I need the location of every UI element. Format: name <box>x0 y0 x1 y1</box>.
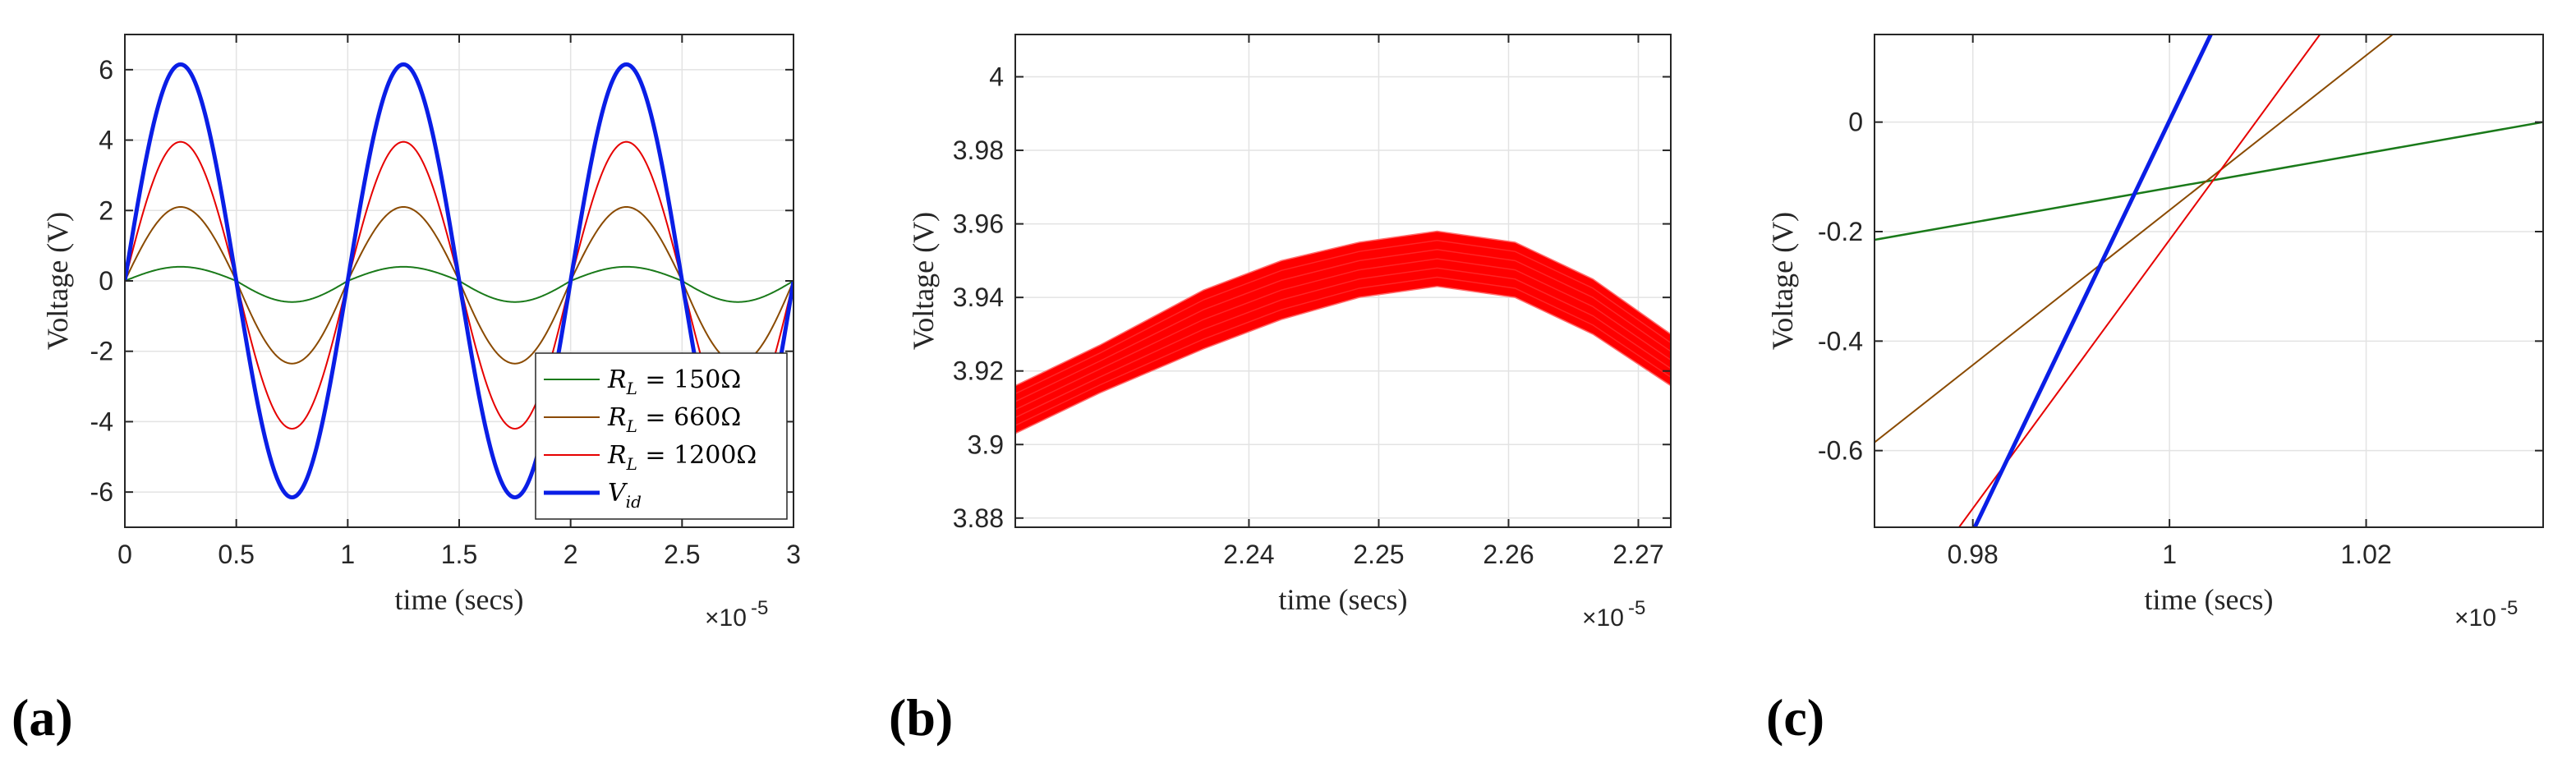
y-tick-label: -0.6 <box>1818 436 1863 466</box>
panel-letter-c: (c) <box>1766 688 1824 747</box>
axes-frame <box>1874 34 2544 528</box>
band-fill <box>1015 231 1671 434</box>
legend-label: RL = 150Ω <box>607 365 741 398</box>
x-exponent-power: -5 <box>1628 597 1645 619</box>
y-tick-label: -2 <box>90 337 113 366</box>
y-tick-label: 4 <box>99 126 113 155</box>
x-tick-label: 3 <box>786 540 801 569</box>
y-tick-label: 0 <box>99 266 113 296</box>
band-line <box>1015 230 1671 387</box>
x-tick-label: 0.5 <box>218 540 254 569</box>
panel-letter-a: (a) <box>12 688 73 747</box>
axes-frame <box>1014 34 1672 528</box>
x-axis-label: time (secs) <box>1279 583 1408 616</box>
panel-b: 2.24 2.25 2.26 2.27 3.88 3.9 3.92 3.94 3.96 3.98 4… <box>907 34 1672 632</box>
plot-area <box>1874 34 2543 527</box>
x-axis-label: time (secs) <box>2145 583 2274 616</box>
y-tick-label: -0.4 <box>1818 326 1863 356</box>
panel-letter-b: (b) <box>889 688 953 747</box>
legend-label: RL = 1200Ω <box>607 441 757 474</box>
series-line-brown <box>1874 34 2394 443</box>
panel-a: 0 0.5 1 1.5 2 2.5 3 -6 -4 -2 0 2 4 6 time (secs) Voltag… <box>41 34 801 632</box>
x-tick-label: 2.24 <box>1223 540 1274 569</box>
band-line <box>1015 239 1671 394</box>
x-axis-label: time (secs) <box>395 583 524 616</box>
y-tick-label: 3.92 <box>953 356 1004 386</box>
y-tick-label: 4 <box>989 62 1004 91</box>
legend-label: Vid <box>608 479 642 512</box>
x-tick-label: 1.02 <box>2340 540 2391 569</box>
series-line-4 <box>125 62 794 500</box>
x-tick-label: 1 <box>340 540 355 569</box>
y-tick-label: 3.88 <box>953 503 1004 533</box>
band-line <box>1015 267 1671 419</box>
x-exponent-power: -5 <box>751 597 768 619</box>
series-line-blue <box>1972 34 2213 527</box>
legend-label: RL = 660Ω <box>607 403 741 436</box>
y-axis-label: Voltage (V) <box>907 212 940 350</box>
y-tick-label: 3.96 <box>953 209 1004 239</box>
band-line <box>1015 285 1671 434</box>
y-tick-label: -0.2 <box>1818 217 1863 246</box>
y-tick-label: 3.94 <box>953 283 1004 312</box>
x-tick-label: 2 <box>564 540 578 569</box>
y-axis-label: Voltage (V) <box>1766 212 1799 350</box>
y-tick-label: 3.9 <box>968 430 1004 459</box>
band-line <box>1015 249 1671 402</box>
x-tick-label: 1 <box>2162 540 2177 569</box>
y-tick-label: -6 <box>90 477 113 507</box>
x-tick-label: 2.25 <box>1353 540 1404 569</box>
y-tick-label: 3.98 <box>953 136 1004 165</box>
series-line-red <box>1958 34 2321 527</box>
y-tick-label: 0 <box>1848 108 1863 137</box>
x-exponent-power: -5 <box>2500 597 2518 619</box>
x-tick-label: 2.26 <box>1483 540 1534 569</box>
panel-c: 0.98 1 1.02 -0.6 -0.4 -0.2 0 time (secs) Voltage… <box>1766 34 2544 632</box>
x-tick-label: 0.98 <box>1948 540 1999 569</box>
y-tick-label: 2 <box>99 195 113 225</box>
x-tick-label: 0 <box>117 540 132 569</box>
y-tick-label: 6 <box>99 55 113 85</box>
y-tick-label: -4 <box>90 407 113 436</box>
band-line <box>1015 258 1671 411</box>
band-line <box>1015 276 1671 426</box>
x-tick-label: 1.5 <box>441 540 477 569</box>
x-exponent-label: ×10 <box>1582 604 1624 632</box>
x-tick-label: 2.5 <box>664 540 700 569</box>
x-tick-label: 2.27 <box>1612 540 1663 569</box>
x-exponent-label: ×10 <box>705 604 747 632</box>
y-axis-label: Voltage (V) <box>41 212 74 350</box>
series-line-green <box>1874 121 2543 241</box>
x-exponent-label: ×10 <box>2454 604 2496 632</box>
